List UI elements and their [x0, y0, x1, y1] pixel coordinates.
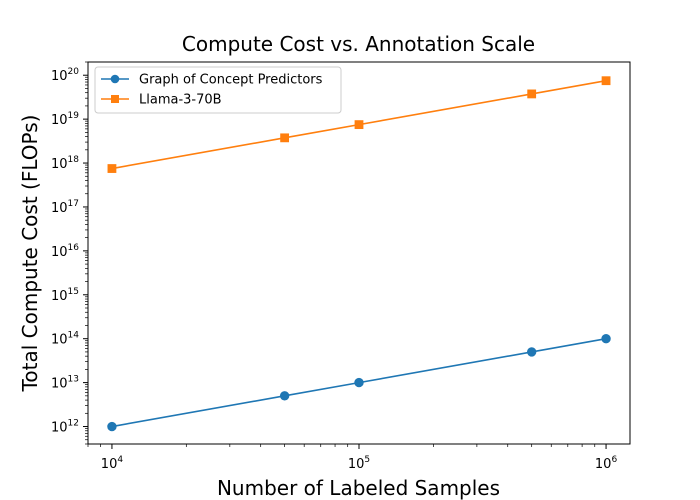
y-tick-label: 1019: [51, 111, 79, 128]
y-tick-label-base: 10: [51, 69, 68, 84]
legend-marker-0: [110, 74, 120, 84]
y-tick-label: 1012: [51, 419, 79, 436]
y-tick-label-base: 10: [51, 245, 68, 260]
x-tick-label-base: 10: [348, 457, 365, 472]
y-tick-label: 1016: [51, 243, 79, 260]
legend-marker-1: [111, 95, 119, 103]
y-tick-label-base: 10: [51, 201, 68, 216]
legend: Graph of Concept Predictors Llama-3-70B: [94, 66, 342, 114]
legend-label-1: Llama-3-70B: [139, 93, 222, 108]
y-tick-label-exponent: 14: [68, 331, 80, 341]
y-tick-label: 1020: [51, 67, 79, 84]
y-tick-label-exponent: 16: [68, 243, 80, 253]
y-tick-label-exponent: 20: [68, 67, 80, 77]
data-point-1: [354, 120, 364, 130]
chart-title: Compute Cost vs. Annotation Scale: [182, 32, 535, 56]
y-tick-label-base: 10: [51, 333, 68, 348]
data-point-1: [527, 89, 537, 99]
y-tick-label-base: 10: [51, 421, 68, 436]
y-tick-label-exponent: 19: [68, 111, 80, 121]
legend-box: [94, 66, 342, 114]
x-tick-label-exponent: 4: [117, 455, 123, 465]
x-axis-label: Number of Labeled Samples: [217, 476, 500, 500]
x-tick-label: 106: [595, 455, 618, 472]
data-point-0: [526, 347, 537, 357]
x-tick-label: 105: [348, 455, 370, 472]
data-point-0: [601, 333, 611, 344]
plot-area: 104 105 1061012101310141015101610171018101…: [51, 61, 631, 472]
y-tick-label-base: 10: [51, 377, 68, 392]
legend-label-0: Graph of Concept Predictors: [139, 73, 323, 88]
data-point-1: [107, 164, 117, 173]
y-tick-label-exponent: 18: [68, 155, 80, 165]
y-tick-label: 1018: [51, 155, 79, 172]
y-tick-label-exponent: 17: [68, 199, 79, 209]
y-tick-label-base: 10: [51, 113, 68, 128]
y-tick-label-base: 10: [51, 289, 68, 304]
y-tick-label-exponent: 12: [68, 419, 79, 429]
x-tick-label-base: 10: [101, 457, 118, 472]
data-point-1: [280, 133, 290, 143]
y-tick-label-exponent: 13: [68, 375, 79, 385]
y-tick-label-exponent: 15: [68, 287, 79, 297]
data-point-0: [107, 421, 117, 432]
data-point-1: [601, 76, 611, 86]
x-tick-label-exponent: 5: [364, 455, 370, 465]
y-tick-label: 1013: [51, 375, 79, 392]
x-tick-label-base: 10: [595, 457, 612, 472]
y-tick-label: 1017: [51, 199, 79, 216]
y-tick-label-base: 10: [51, 157, 68, 172]
x-tick-label-exponent: 6: [611, 455, 617, 465]
y-tick-label: 1014: [51, 331, 79, 348]
y-axis-label: Total Compute Cost (FLOPs): [18, 115, 42, 393]
data-point-0: [354, 377, 364, 388]
x-tick-label: 104: [101, 455, 124, 472]
y-tick-label: 1015: [51, 287, 79, 304]
data-point-0: [279, 391, 290, 401]
